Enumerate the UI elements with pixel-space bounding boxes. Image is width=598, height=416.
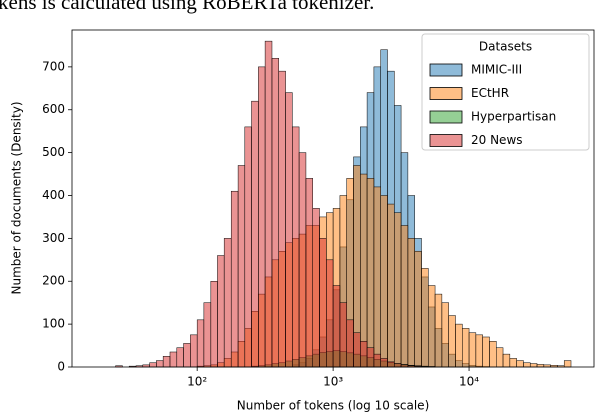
- bar: [237, 165, 246, 368]
- bar: [339, 302, 347, 368]
- bar: [326, 259, 334, 368]
- bar: [421, 268, 429, 368]
- bar: [400, 225, 409, 368]
- bar: [285, 92, 293, 368]
- bar: [441, 302, 449, 368]
- bar: [482, 336, 490, 368]
- bar: [298, 152, 307, 368]
- legend-label: ECtHR: [471, 86, 509, 100]
- bar: [462, 328, 470, 368]
- bar: [346, 319, 354, 368]
- bar: [380, 195, 388, 368]
- bar: [387, 361, 395, 368]
- x-axis-label: Number of tokens (log 10 scale): [237, 399, 430, 413]
- bar: [366, 178, 375, 368]
- bar: [278, 70, 286, 368]
- bar: [190, 334, 198, 368]
- bar: [373, 186, 381, 368]
- legend-label: 20 News: [471, 133, 523, 147]
- bar: [360, 173, 368, 368]
- bars: [115, 40, 572, 368]
- bar: [489, 341, 497, 368]
- legend-box: [421, 33, 590, 151]
- bar: [223, 238, 232, 368]
- bar: [563, 360, 572, 368]
- bar: [394, 363, 402, 368]
- bar: [305, 178, 313, 368]
- y-axis-label: Number of documents (Density): [10, 102, 24, 295]
- bar: [149, 362, 157, 368]
- y-tick-label: 300: [42, 231, 65, 245]
- bar: [428, 285, 436, 368]
- y-tick-label: 400: [42, 188, 65, 202]
- bar: [455, 323, 463, 368]
- bar: [332, 285, 341, 368]
- y-tick-label: 0: [57, 360, 65, 374]
- bar: [373, 353, 381, 368]
- bar: [264, 40, 273, 368]
- bar: [380, 358, 388, 368]
- caption-fragment: kens is calculated using RoBERTa tokeniz…: [0, 0, 374, 14]
- bar: [217, 255, 225, 368]
- bar: [230, 190, 239, 368]
- bar: [162, 356, 171, 368]
- y-tick-label: 200: [42, 274, 65, 288]
- legend-title: Datasets: [479, 40, 532, 54]
- y-tick-label: 100: [42, 317, 65, 331]
- bar: [516, 360, 524, 368]
- legend-swatch: [429, 63, 463, 77]
- x-tick-label: 10⁴: [459, 375, 479, 389]
- legend-swatch: [429, 110, 463, 124]
- bar: [169, 351, 178, 368]
- bar: [203, 302, 212, 368]
- plot-frame: [71, 29, 595, 368]
- bar: [448, 315, 456, 368]
- bar: [183, 343, 191, 368]
- bar: [210, 280, 218, 368]
- bar: [434, 293, 443, 368]
- bar: [529, 363, 538, 368]
- bar: [156, 360, 164, 368]
- bar: [496, 347, 504, 368]
- bar: [394, 212, 402, 368]
- bar: [468, 332, 477, 368]
- legend-label: Hyperpartisan: [471, 110, 556, 124]
- bar: [366, 347, 375, 368]
- bar: [353, 332, 361, 368]
- bar: [509, 358, 517, 368]
- bar: [475, 334, 483, 368]
- bar: [407, 238, 415, 368]
- y-tick-label: 500: [42, 145, 65, 159]
- x-tick-label: 10³: [323, 375, 343, 389]
- y-tick-label: 600: [42, 102, 65, 116]
- bar: [196, 319, 205, 368]
- bar: [176, 347, 184, 368]
- bar: [244, 126, 252, 368]
- y-tick-label: 700: [42, 59, 65, 73]
- bar: [319, 238, 327, 368]
- bar: [523, 362, 531, 368]
- bar: [251, 100, 259, 368]
- bar: [292, 126, 300, 368]
- x-tick-label: 10²: [187, 375, 207, 389]
- bar: [312, 208, 320, 368]
- legend-swatch: [429, 87, 463, 100]
- legend-swatch: [429, 134, 463, 147]
- legend-label: MIMIC-III: [471, 63, 522, 77]
- bar: [502, 353, 511, 368]
- bar: [360, 341, 368, 368]
- bar: [271, 58, 279, 368]
- bar: [387, 203, 395, 368]
- bar: [414, 250, 422, 368]
- bar: [258, 66, 266, 368]
